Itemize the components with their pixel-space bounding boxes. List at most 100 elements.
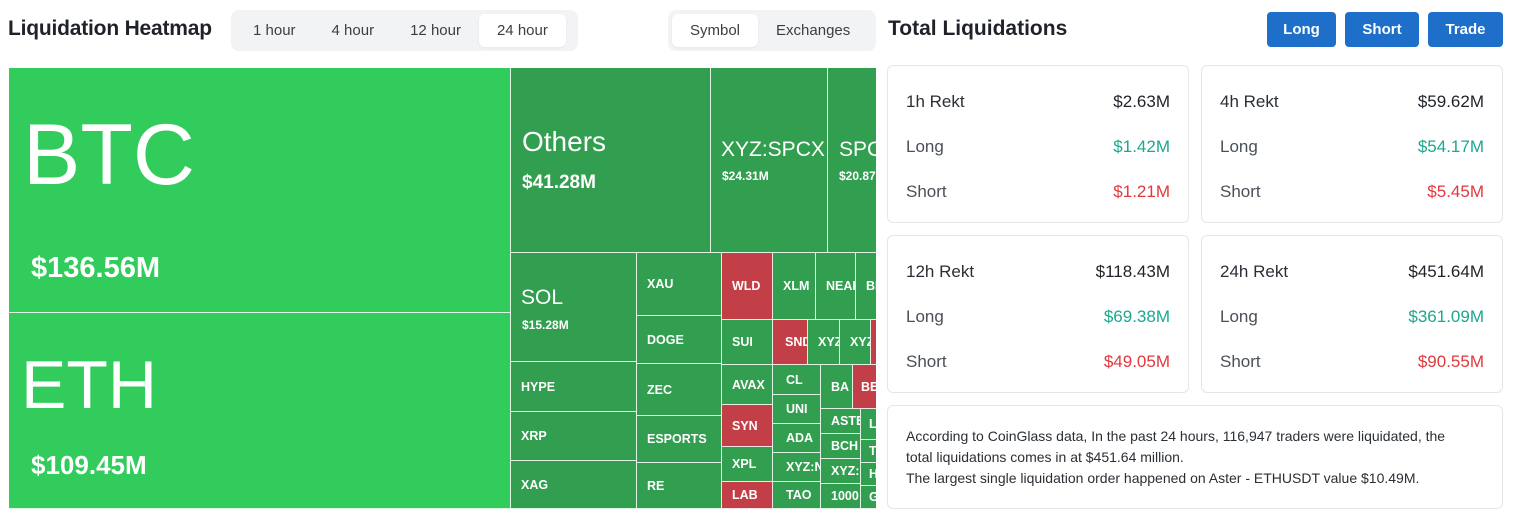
summary-line-1: According to CoinGlass data, In the past… (906, 428, 1446, 444)
card-short-value: $1.21M (1113, 182, 1170, 201)
liquidation-summary: According to CoinGlass data, In the past… (887, 405, 1503, 509)
trade-button[interactable]: Trade (1428, 12, 1503, 47)
card-total-row: 4h Rekt $59.62M (1220, 91, 1484, 113)
treemap-tile-btc[interactable]: BTC $136.56M (9, 68, 511, 313)
tile-symbol: 1000 (831, 489, 859, 503)
tile-symbol: DOGE (647, 332, 684, 347)
treemap-tile-xrp[interactable]: XRP (511, 412, 637, 461)
treemap-tile-sui[interactable]: SUI (722, 320, 773, 365)
treemap-tile-lab[interactable]: LAB (722, 482, 773, 509)
treemap-tile-sndk[interactable]: SNDK (773, 320, 808, 365)
treemap-tile-avax[interactable]: AVAX (722, 365, 773, 405)
treemap-tile-g[interactable]: G (861, 486, 876, 509)
tile-symbol: RE (647, 478, 665, 493)
time-option-1h[interactable]: 1 hour (253, 22, 296, 39)
treemap-tile-near[interactable]: NEAR (816, 253, 856, 320)
treemap-tile-t[interactable]: T (861, 440, 876, 463)
tile-symbol: XRP (521, 429, 547, 443)
card-long-row: Long $69.38M (906, 306, 1170, 328)
tile-symbol: XYZ:N (786, 460, 821, 474)
treemap-tile-tao[interactable]: TAO (773, 482, 821, 509)
card-total: $2.63M (1113, 92, 1170, 111)
card-long-label: Long (1220, 307, 1258, 326)
tile-symbol: L (869, 417, 876, 431)
treemap-tile-ba[interactable]: BA (821, 365, 853, 409)
view-option-exchanges[interactable]: Exchanges (776, 22, 851, 39)
card-total-row: 24h Rekt $451.64M (1220, 261, 1484, 283)
time-option-4h[interactable]: 4 hour (331, 22, 375, 39)
tile-value: $109.45M (31, 450, 147, 480)
tile-symbol: SNDK (785, 335, 807, 349)
treemap-tile-zec[interactable]: ZEC (637, 364, 722, 416)
tile-symbol: XYZ:SPCX (721, 138, 825, 161)
treemap-tile-xyz-n[interactable]: XYZ:N (773, 453, 821, 482)
tile-symbol: XAG (521, 477, 549, 492)
card-long-value: $1.42M (1113, 137, 1170, 156)
treemap-tile-bch[interactable]: BCH (821, 434, 861, 459)
treemap-tile-red-small[interactable] (871, 320, 876, 365)
card-long-label: Long (906, 137, 944, 156)
treemap-tile-re[interactable]: RE (637, 463, 722, 509)
tile-value: $136.56M (31, 252, 160, 284)
treemap-tile-ada[interactable]: ADA (773, 424, 821, 453)
card-total-row: 12h Rekt $118.43M (906, 261, 1170, 283)
card-long-label: Long (1220, 137, 1258, 156)
short-button[interactable]: Short (1345, 12, 1419, 47)
tile-symbol: ESPORTS (647, 432, 707, 446)
treemap-tile-xag[interactable]: XAG (511, 461, 637, 509)
rekt-card-12h: 12h Rekt $118.43M Long $69.38M Short $49… (887, 235, 1189, 393)
tile-symbol: UNI (786, 402, 808, 416)
card-short-row: Short $49.05M (906, 351, 1170, 373)
treemap-tile-l[interactable]: L (861, 409, 876, 440)
long-button[interactable]: Long (1267, 12, 1336, 47)
card-short-value: $90.55M (1417, 352, 1484, 371)
card-period: 4h Rekt (1220, 92, 1279, 111)
time-option-12h[interactable]: 12 hour (410, 22, 461, 39)
time-range-selector: 1 hour 4 hour 12 hour 24 hour (231, 10, 578, 51)
treemap-tile-spcx[interactable]: SPCX $20.87M (828, 68, 876, 253)
treemap-tile-aster[interactable]: ASTER (821, 409, 861, 434)
card-short-value: $5.45M (1427, 182, 1484, 201)
treemap-tile-doge[interactable]: DOGE (637, 316, 722, 364)
time-option-24h[interactable]: 24 hour (478, 14, 566, 47)
tile-symbol: TAO (786, 488, 812, 502)
tile-symbol: ADA (786, 431, 814, 445)
treemap-tile-sol[interactable]: SOL $15.28M (511, 253, 637, 362)
treemap-tile-be[interactable]: BE (853, 365, 876, 409)
card-long-row: Long $54.17M (1220, 136, 1484, 158)
treemap-tile-syn[interactable]: SYN (722, 405, 773, 447)
card-short-label: Short (906, 352, 947, 371)
card-short-label: Short (1220, 182, 1261, 201)
treemap-tile-xpl[interactable]: XPL (722, 447, 773, 482)
treemap-tile-h[interactable]: H (861, 463, 876, 486)
tile-symbol: BNB (866, 279, 876, 293)
treemap-tile-xyz-spcx[interactable]: XYZ:SPCX $24.31M (711, 68, 828, 253)
tile-symbol: SOL (521, 286, 564, 309)
card-short-row: Short $90.55M (1220, 351, 1484, 373)
treemap-tile-uni[interactable]: UNI (773, 395, 821, 424)
card-long-label: Long (906, 307, 944, 326)
treemap-tile-1000[interactable]: 1000 (821, 484, 861, 509)
tile-symbol: HYPE (521, 379, 556, 394)
card-short-label: Short (906, 182, 947, 201)
treemap-tile-hype[interactable]: HYPE (511, 362, 637, 412)
treemap-tile-xyz-c[interactable]: XYZ: (821, 459, 861, 484)
view-option-symbol[interactable]: Symbol (672, 14, 759, 47)
treemap-tile-wld[interactable]: WLD (722, 253, 773, 320)
treemap-tile-others[interactable]: Others $41.28M (511, 68, 711, 253)
treemap-tile-xyz-a[interactable]: XYZ (808, 320, 840, 365)
treemap-tile-xau[interactable]: XAU (637, 253, 722, 316)
treemap-tile-cl[interactable]: CL (773, 365, 821, 395)
tile-symbol: BCH (831, 439, 859, 453)
tile-symbol: XAU (647, 277, 674, 291)
treemap-tile-eth[interactable]: ETH $109.45M (9, 313, 511, 509)
treemap-tile-xlm[interactable]: XLM (773, 253, 816, 320)
treemap-tile-bnb[interactable]: BNB (856, 253, 876, 320)
tile-symbol: SUI (732, 335, 753, 349)
card-long-value: $69.38M (1103, 307, 1170, 326)
treemap-tile-xyz-b[interactable]: XYZ (840, 320, 871, 365)
tile-symbol: LAB (732, 488, 758, 502)
summary-line-3: The largest single liquidation order hap… (906, 470, 1420, 486)
treemap-tile-esports[interactable]: ESPORTS (637, 416, 722, 463)
